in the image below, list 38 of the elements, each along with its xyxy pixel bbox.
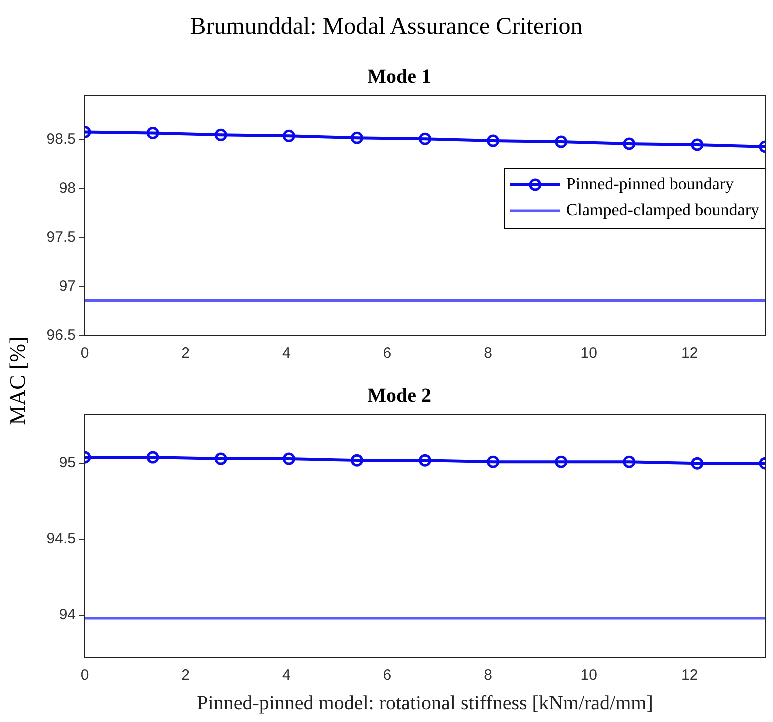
y-tick-label: 95 <box>59 454 76 472</box>
y-axis-title: MAC [%] <box>5 336 31 426</box>
point <box>691 138 704 152</box>
point <box>487 134 500 148</box>
y-tick-label: 94.5 <box>46 530 76 548</box>
y-tick-label: 98.5 <box>46 131 76 148</box>
y-tick-label: 97 <box>59 278 76 296</box>
x-tick-label: 6 <box>383 667 392 684</box>
x-axis-title: Pinned-pinned model: rotational stiffness [kNm/rad/mm] <box>197 692 654 714</box>
point <box>555 136 568 148</box>
x-tick-label: 12 <box>682 345 698 362</box>
legend-label: Pinned-pinned boundary <box>566 174 735 194</box>
legend-label: Clamped-clamped boundary <box>566 200 760 220</box>
point <box>214 128 228 142</box>
x-tick-label: 4 <box>282 345 291 362</box>
point <box>419 132 432 146</box>
x-tick-label: 2 <box>182 345 190 362</box>
point <box>350 132 364 144</box>
point <box>146 126 160 140</box>
y-tick-label: 96.5 <box>46 327 76 344</box>
y-tick-label: 98 <box>59 180 76 198</box>
x-tick-label: 6 <box>383 345 392 362</box>
y-tick-label: 97.5 <box>46 229 76 246</box>
y-tick-label: 94 <box>59 606 76 624</box>
chart-title: Brumunddal: Modal Assurance Criterion <box>189 14 584 41</box>
point <box>282 130 296 142</box>
x-tick-label: 10 <box>580 345 598 362</box>
x-tick-label: 12 <box>682 667 698 684</box>
x-tick-label: 0 <box>80 345 90 362</box>
x-tick-label: 10 <box>580 667 598 684</box>
chart-subtitle: Mode 1 <box>368 66 432 88</box>
x-tick-label: 4 <box>282 667 291 684</box>
x-tick-label: 8 <box>484 667 492 684</box>
point <box>623 138 636 150</box>
x-tick-label: 2 <box>182 667 190 684</box>
chart-title: Mode 2 <box>368 385 432 408</box>
x-tick-label: 0 <box>80 667 90 684</box>
x-tick-label: 8 <box>484 345 492 362</box>
